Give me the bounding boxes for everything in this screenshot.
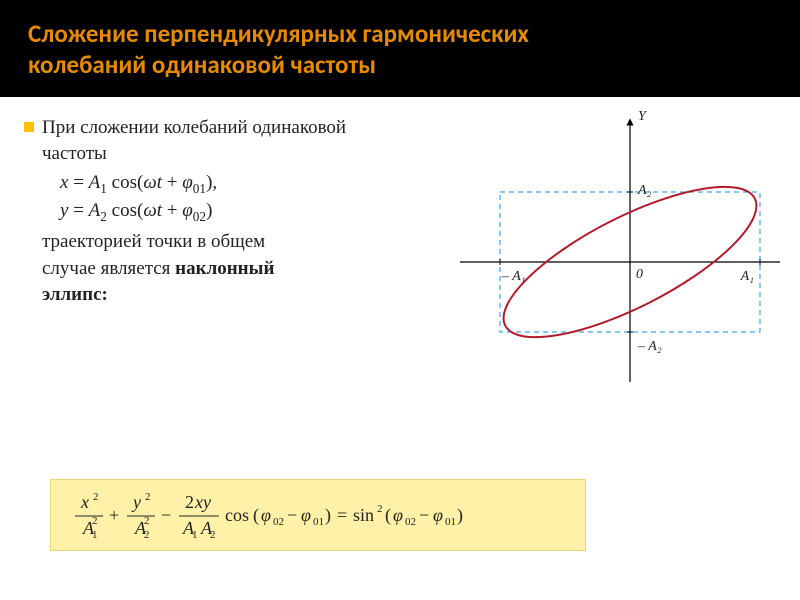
intro-text: При сложении колебаний одинаковой частот… <box>42 115 402 168</box>
svg-text:sin: sin <box>353 505 374 525</box>
title-line-1: Сложение перпендикулярных гармонических <box>28 18 772 49</box>
svg-text:2: 2 <box>145 491 151 503</box>
svg-text:2: 2 <box>144 529 150 540</box>
svg-text:2: 2 <box>210 529 216 540</box>
chart-svg: 0XYA₁– A₁A₂– A₂ <box>420 107 780 407</box>
svg-text:01: 01 <box>313 516 324 528</box>
svg-text:02: 02 <box>273 516 284 528</box>
svg-text:+: + <box>109 505 119 525</box>
svg-text:): ) <box>325 505 331 526</box>
svg-text:A₁: A₁ <box>740 269 754 284</box>
svg-text:2: 2 <box>93 491 99 503</box>
svg-text:1: 1 <box>192 529 198 540</box>
svg-text:(: ( <box>253 505 259 526</box>
svg-text:y: y <box>131 492 141 512</box>
final-equation: x2A12+y2A22−2xyA1A2cos(φ02−φ01)=sin2(φ02… <box>67 490 567 540</box>
svg-text:A₂: A₂ <box>637 183 652 198</box>
svg-text:– A₂: – A₂ <box>637 339 662 354</box>
tail-text-3: эллипс: <box>42 282 402 309</box>
final-equation-box: x2A12+y2A22−2xyA1A2cos(φ02−φ01)=sin2(φ02… <box>50 479 586 551</box>
tail-text-1: траекторией точки в общем <box>42 229 402 256</box>
svg-text:02: 02 <box>405 516 416 528</box>
svg-text:2: 2 <box>377 503 383 515</box>
svg-text:=: = <box>337 505 347 525</box>
ellipse-chart: 0XYA₁– A₁A₂– A₂ <box>420 107 780 407</box>
bullet-icon <box>24 122 34 132</box>
svg-text:2: 2 <box>144 515 150 527</box>
svg-text:φ: φ <box>433 505 443 525</box>
svg-text:Y: Y <box>638 109 648 124</box>
svg-text:−: − <box>161 505 171 525</box>
svg-text:cos: cos <box>225 505 249 525</box>
equation-x: x = A1 cos(ωt + φ01), <box>60 172 402 197</box>
slide-title: Сложение перпендикулярных гармонических … <box>0 0 800 97</box>
svg-text:−: − <box>287 505 297 525</box>
svg-text:0: 0 <box>636 267 643 282</box>
equation-y: y = A2 cos(ωt + φ02) <box>60 200 402 225</box>
svg-text:xy: xy <box>194 492 211 512</box>
tail-text-2: случае является наклонный <box>42 256 402 283</box>
svg-text:φ: φ <box>393 505 403 525</box>
svg-text:2: 2 <box>92 515 98 527</box>
svg-text:): ) <box>457 505 463 526</box>
svg-text:x: x <box>80 492 89 512</box>
svg-text:φ: φ <box>261 505 271 525</box>
text-column: При сложении колебаний одинаковой частот… <box>42 115 402 310</box>
svg-text:(: ( <box>385 505 391 526</box>
slide-body: При сложении колебаний одинаковой частот… <box>0 97 800 593</box>
svg-text:– A₁: – A₁ <box>501 269 526 284</box>
svg-text:φ: φ <box>301 505 311 525</box>
svg-text:1: 1 <box>92 529 98 540</box>
title-line-2: колебаний одинаковой частоты <box>28 49 772 80</box>
svg-text:−: − <box>419 505 429 525</box>
svg-text:2: 2 <box>185 492 194 512</box>
svg-text:01: 01 <box>445 516 456 528</box>
